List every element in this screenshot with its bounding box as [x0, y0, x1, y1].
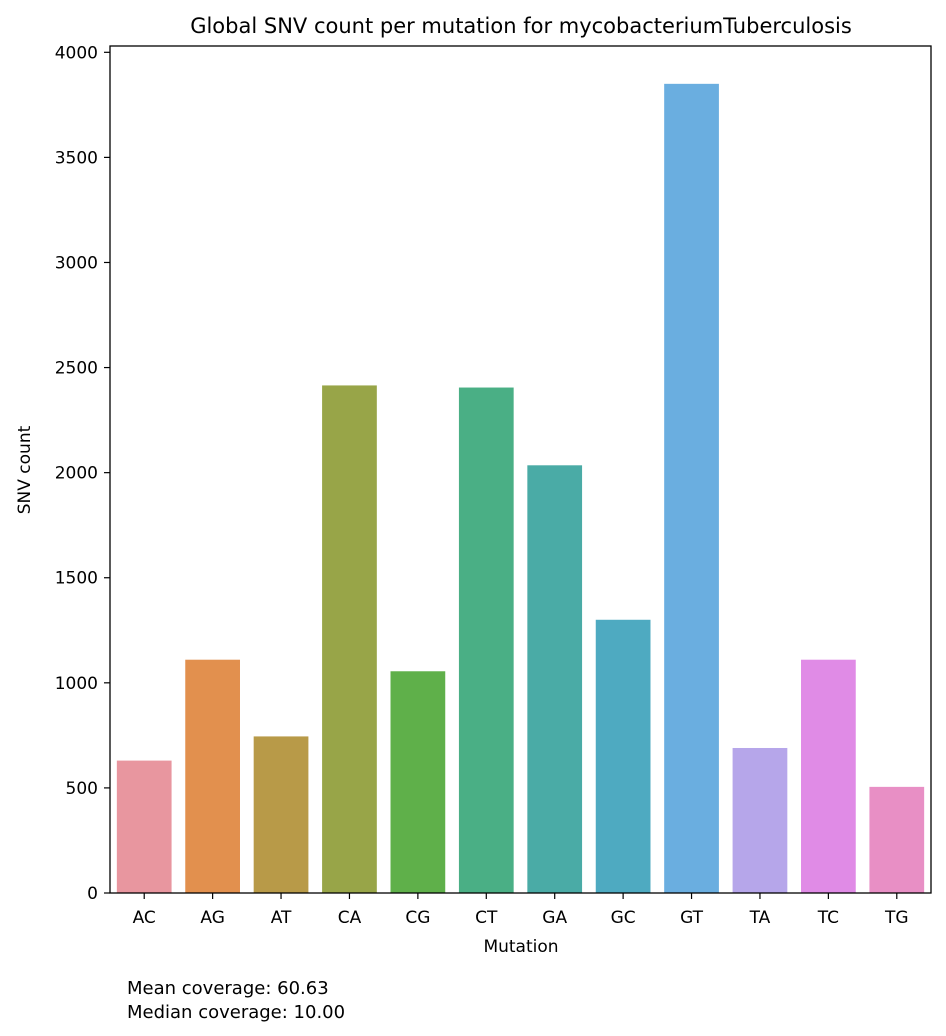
- median-coverage-text: Median coverage: 10.00: [127, 1002, 345, 1023]
- bar-tg: [869, 786, 925, 893]
- x-tick-label: GT: [680, 908, 704, 928]
- y-tick-label: 3500: [55, 148, 98, 168]
- y-axis-ticks: 0 500 1000 1500 2000 2500 3000 3500 4000: [55, 43, 110, 904]
- y-tick-label: 2000: [55, 464, 98, 484]
- y-tick-label: 2500: [55, 359, 98, 379]
- x-tick-label: CG: [405, 908, 430, 928]
- x-axis-ticks: AC AG AT CA CG CT GA GC GT TA TC TG: [133, 893, 909, 928]
- y-tick-label: 4000: [55, 43, 98, 63]
- mean-coverage-text: Mean coverage: 60.63: [127, 978, 329, 999]
- bar-ct: [458, 387, 514, 893]
- y-tick-label: 3000: [55, 253, 98, 273]
- x-tick-label: TA: [749, 908, 771, 928]
- x-tick-label: TG: [884, 908, 909, 928]
- y-tick-label: 1500: [55, 569, 98, 589]
- bar-ga: [527, 465, 583, 893]
- bar-tc: [801, 659, 856, 893]
- y-tick-label: 500: [66, 779, 98, 799]
- bar-ac: [116, 760, 172, 893]
- bar-gt: [664, 83, 719, 893]
- x-tick-label: CA: [338, 908, 362, 928]
- bar-ta: [732, 747, 788, 893]
- chart-title: Global SNV count per mutation for mycoba…: [190, 14, 852, 38]
- bar-at: [253, 736, 309, 893]
- y-tick-label: 1000: [55, 674, 98, 694]
- plot-frame: [109, 45, 932, 894]
- bars-group: [116, 83, 925, 893]
- y-axis-label: SNV count: [15, 425, 35, 514]
- bar-ag: [185, 659, 240, 893]
- x-tick-label: CT: [475, 908, 498, 928]
- x-tick-label: AC: [133, 908, 156, 928]
- bar-gc: [595, 619, 651, 893]
- x-tick-label: AT: [271, 908, 292, 928]
- x-tick-label: TC: [817, 908, 839, 928]
- bar-cg: [390, 671, 446, 893]
- x-tick-label: AG: [200, 908, 225, 928]
- y-tick-label: 0: [87, 884, 98, 904]
- x-tick-label: GA: [542, 908, 567, 928]
- x-axis-label: Mutation: [483, 937, 558, 957]
- x-tick-label: GC: [611, 908, 636, 928]
- bar-ca: [322, 385, 377, 893]
